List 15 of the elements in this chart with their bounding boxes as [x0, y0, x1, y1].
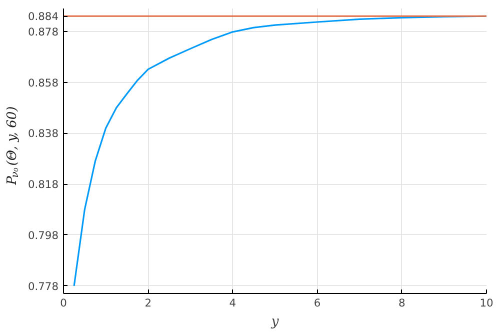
x-tick-label: 8 — [398, 296, 406, 310]
x-tick-label: 10 — [480, 296, 494, 310]
x-tick-label: 0 — [60, 296, 68, 310]
y-tick-label: 0.884 — [28, 10, 59, 24]
y-tick-label: 0.798 — [28, 228, 59, 242]
y-tick-label: 0.858 — [28, 76, 59, 90]
y-axis-title: Pν₀(Θ, y, 60) — [5, 106, 21, 186]
x-tick-label: 4 — [229, 296, 236, 310]
x-tick-label: 6 — [314, 296, 321, 310]
y-tick-label: 0.878 — [28, 25, 59, 38]
y-tick-label: 0.838 — [28, 127, 59, 140]
x-tick-label: 2 — [144, 296, 152, 310]
y-tick-label: 0.818 — [28, 178, 59, 192]
x-axis-title: y — [270, 314, 280, 330]
y-tick-label: 0.778 — [28, 280, 59, 293]
